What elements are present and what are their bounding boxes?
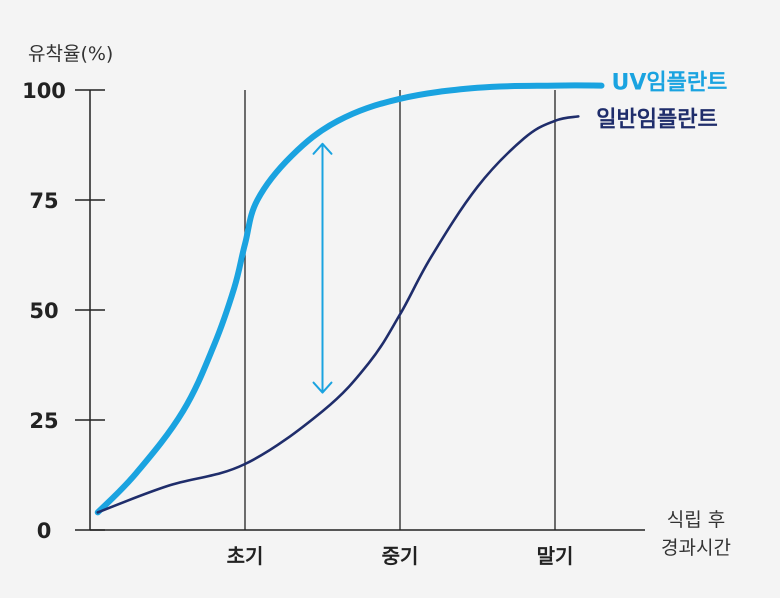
- series-layer: [94, 82, 605, 516]
- y-tick-label: 75: [29, 189, 58, 213]
- arrow-head-up: [312, 142, 333, 155]
- y-axis-label: 유착율(%): [28, 43, 113, 65]
- grid-layer: [244, 90, 556, 530]
- y-tick-label: 25: [29, 409, 58, 433]
- x-tick-label: 초기: [227, 544, 264, 568]
- y-tick-label: 0: [37, 519, 52, 543]
- y-tick-label: 50: [29, 299, 58, 323]
- x-axis-label-line-1: 식립 후: [667, 509, 725, 531]
- axis-layer: [75, 89, 645, 531]
- x-tick-label: 말기: [537, 544, 574, 568]
- x-tick-label: 중기: [382, 544, 419, 568]
- annotation-layer: [312, 142, 333, 394]
- series-label-2: 일반임플란트: [596, 107, 717, 132]
- x-axis-label-line-2: 경과시간: [661, 537, 731, 559]
- series-line-1: [94, 82, 605, 516]
- series-line-2: [96, 115, 580, 514]
- series-label-1: UV임플란트: [612, 71, 728, 96]
- arrow-head-down: [312, 381, 333, 394]
- y-tick-label: 100: [22, 79, 66, 103]
